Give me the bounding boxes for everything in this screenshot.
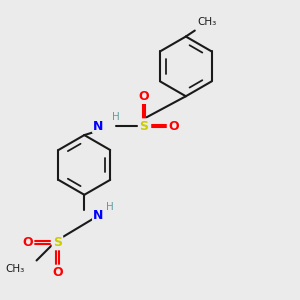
Text: CH₃: CH₃ [198,16,217,27]
Text: O: O [22,236,33,249]
Text: O: O [52,266,63,279]
Text: S: S [53,236,62,249]
Text: H: H [112,112,119,122]
Text: H: H [106,202,114,212]
Text: O: O [139,90,149,103]
Text: N: N [93,209,104,222]
Text: N: N [93,120,104,133]
Text: S: S [140,120,148,133]
Text: CH₃: CH₃ [5,264,25,274]
Text: O: O [169,120,179,133]
